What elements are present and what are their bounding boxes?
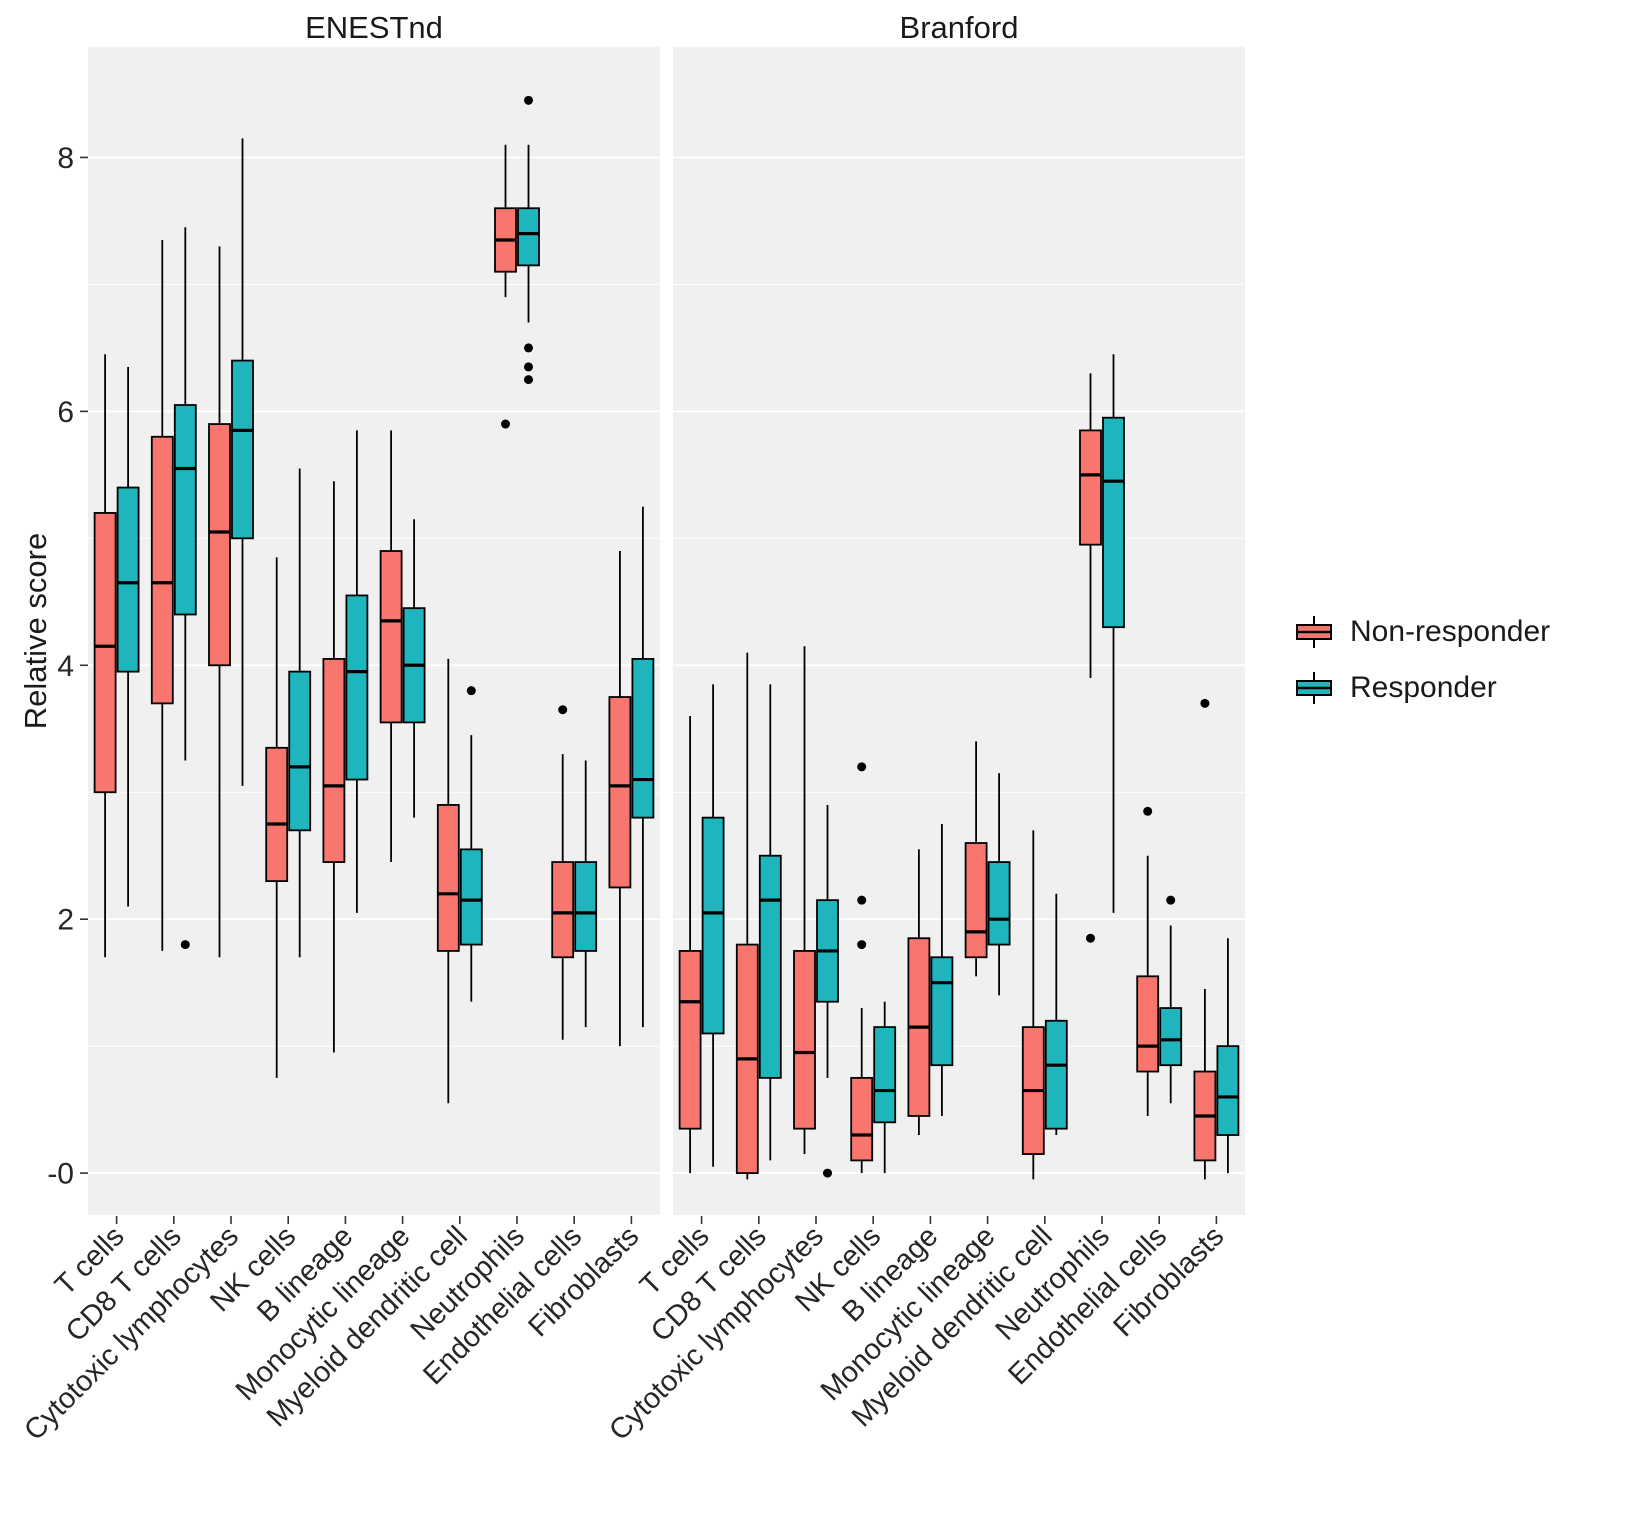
box-non_responder xyxy=(608,696,632,889)
box-responder xyxy=(701,816,725,1035)
legend-item-non-responder: Non-responder xyxy=(1292,614,1550,650)
outlier-point xyxy=(1143,806,1153,816)
y-tick-label: 8 xyxy=(57,142,74,175)
box-non_responder xyxy=(379,550,403,724)
outlier-point xyxy=(524,362,533,372)
outlier-point xyxy=(857,762,867,772)
outlier-point xyxy=(524,95,533,105)
y-axis-title: Relative score xyxy=(18,532,53,730)
box-non_responder xyxy=(1136,975,1160,1073)
box-responder xyxy=(1102,416,1125,629)
box-responder xyxy=(1159,1007,1183,1067)
boxplot-key-icon xyxy=(1296,672,1332,704)
box-responder xyxy=(631,658,655,819)
outlier-point xyxy=(180,940,190,950)
outlier-point xyxy=(857,895,867,905)
outlier-point xyxy=(857,940,867,950)
facet-panel xyxy=(88,47,660,1215)
box-responder xyxy=(173,404,197,616)
box-non_responder xyxy=(850,1076,874,1162)
facet-title-enestnd: ENESTnd xyxy=(305,10,443,45)
legend-label-responder: Responder xyxy=(1350,671,1497,704)
box-non_responder xyxy=(793,950,816,1130)
box-non_responder xyxy=(93,512,117,794)
box-non_responder xyxy=(551,861,575,959)
outlier-point xyxy=(1200,698,1210,708)
legend-item-responder: Responder xyxy=(1292,670,1550,706)
y-tick-label: 2 xyxy=(57,904,74,937)
legend: Non-responder Responder xyxy=(1292,614,1550,706)
box-responder xyxy=(758,854,782,1079)
outlier-point xyxy=(823,1168,832,1178)
box-responder xyxy=(987,861,1011,946)
box-non_responder xyxy=(208,423,231,667)
y-tick-label: 6 xyxy=(57,396,74,429)
outlier-point xyxy=(466,686,476,696)
outlier-point xyxy=(558,705,568,715)
outlier-point xyxy=(1166,895,1176,905)
outlier-point xyxy=(524,343,533,353)
box-non_responder xyxy=(150,435,174,705)
outlier-point xyxy=(524,375,533,385)
facet-panel xyxy=(673,47,1245,1215)
box-responder xyxy=(345,594,369,781)
box-responder xyxy=(459,848,483,946)
box-responder xyxy=(930,956,954,1067)
y-tick-label: 4 xyxy=(57,650,74,683)
box-non_responder xyxy=(678,950,702,1130)
box-responder xyxy=(574,861,598,952)
facet-title-branford: Branford xyxy=(899,10,1019,45)
box-non_responder xyxy=(322,658,346,863)
box-non_responder xyxy=(265,746,289,883)
box-non_responder xyxy=(964,842,988,959)
box-responder xyxy=(517,207,540,267)
outlier-point xyxy=(501,419,510,429)
box-responder xyxy=(1216,1045,1240,1136)
boxplot-key-icon xyxy=(1296,616,1332,648)
box-responder xyxy=(231,359,254,540)
outlier-point xyxy=(1086,933,1095,943)
box-non_responder xyxy=(436,804,460,952)
box-responder xyxy=(116,486,140,673)
box-responder xyxy=(1044,1019,1068,1130)
box-responder xyxy=(288,670,312,832)
box-non_responder xyxy=(1079,429,1102,546)
y-tick-label: -0 xyxy=(47,1158,74,1191)
box-responder xyxy=(873,1026,897,1124)
legend-label-non-responder: Non-responder xyxy=(1350,615,1551,648)
